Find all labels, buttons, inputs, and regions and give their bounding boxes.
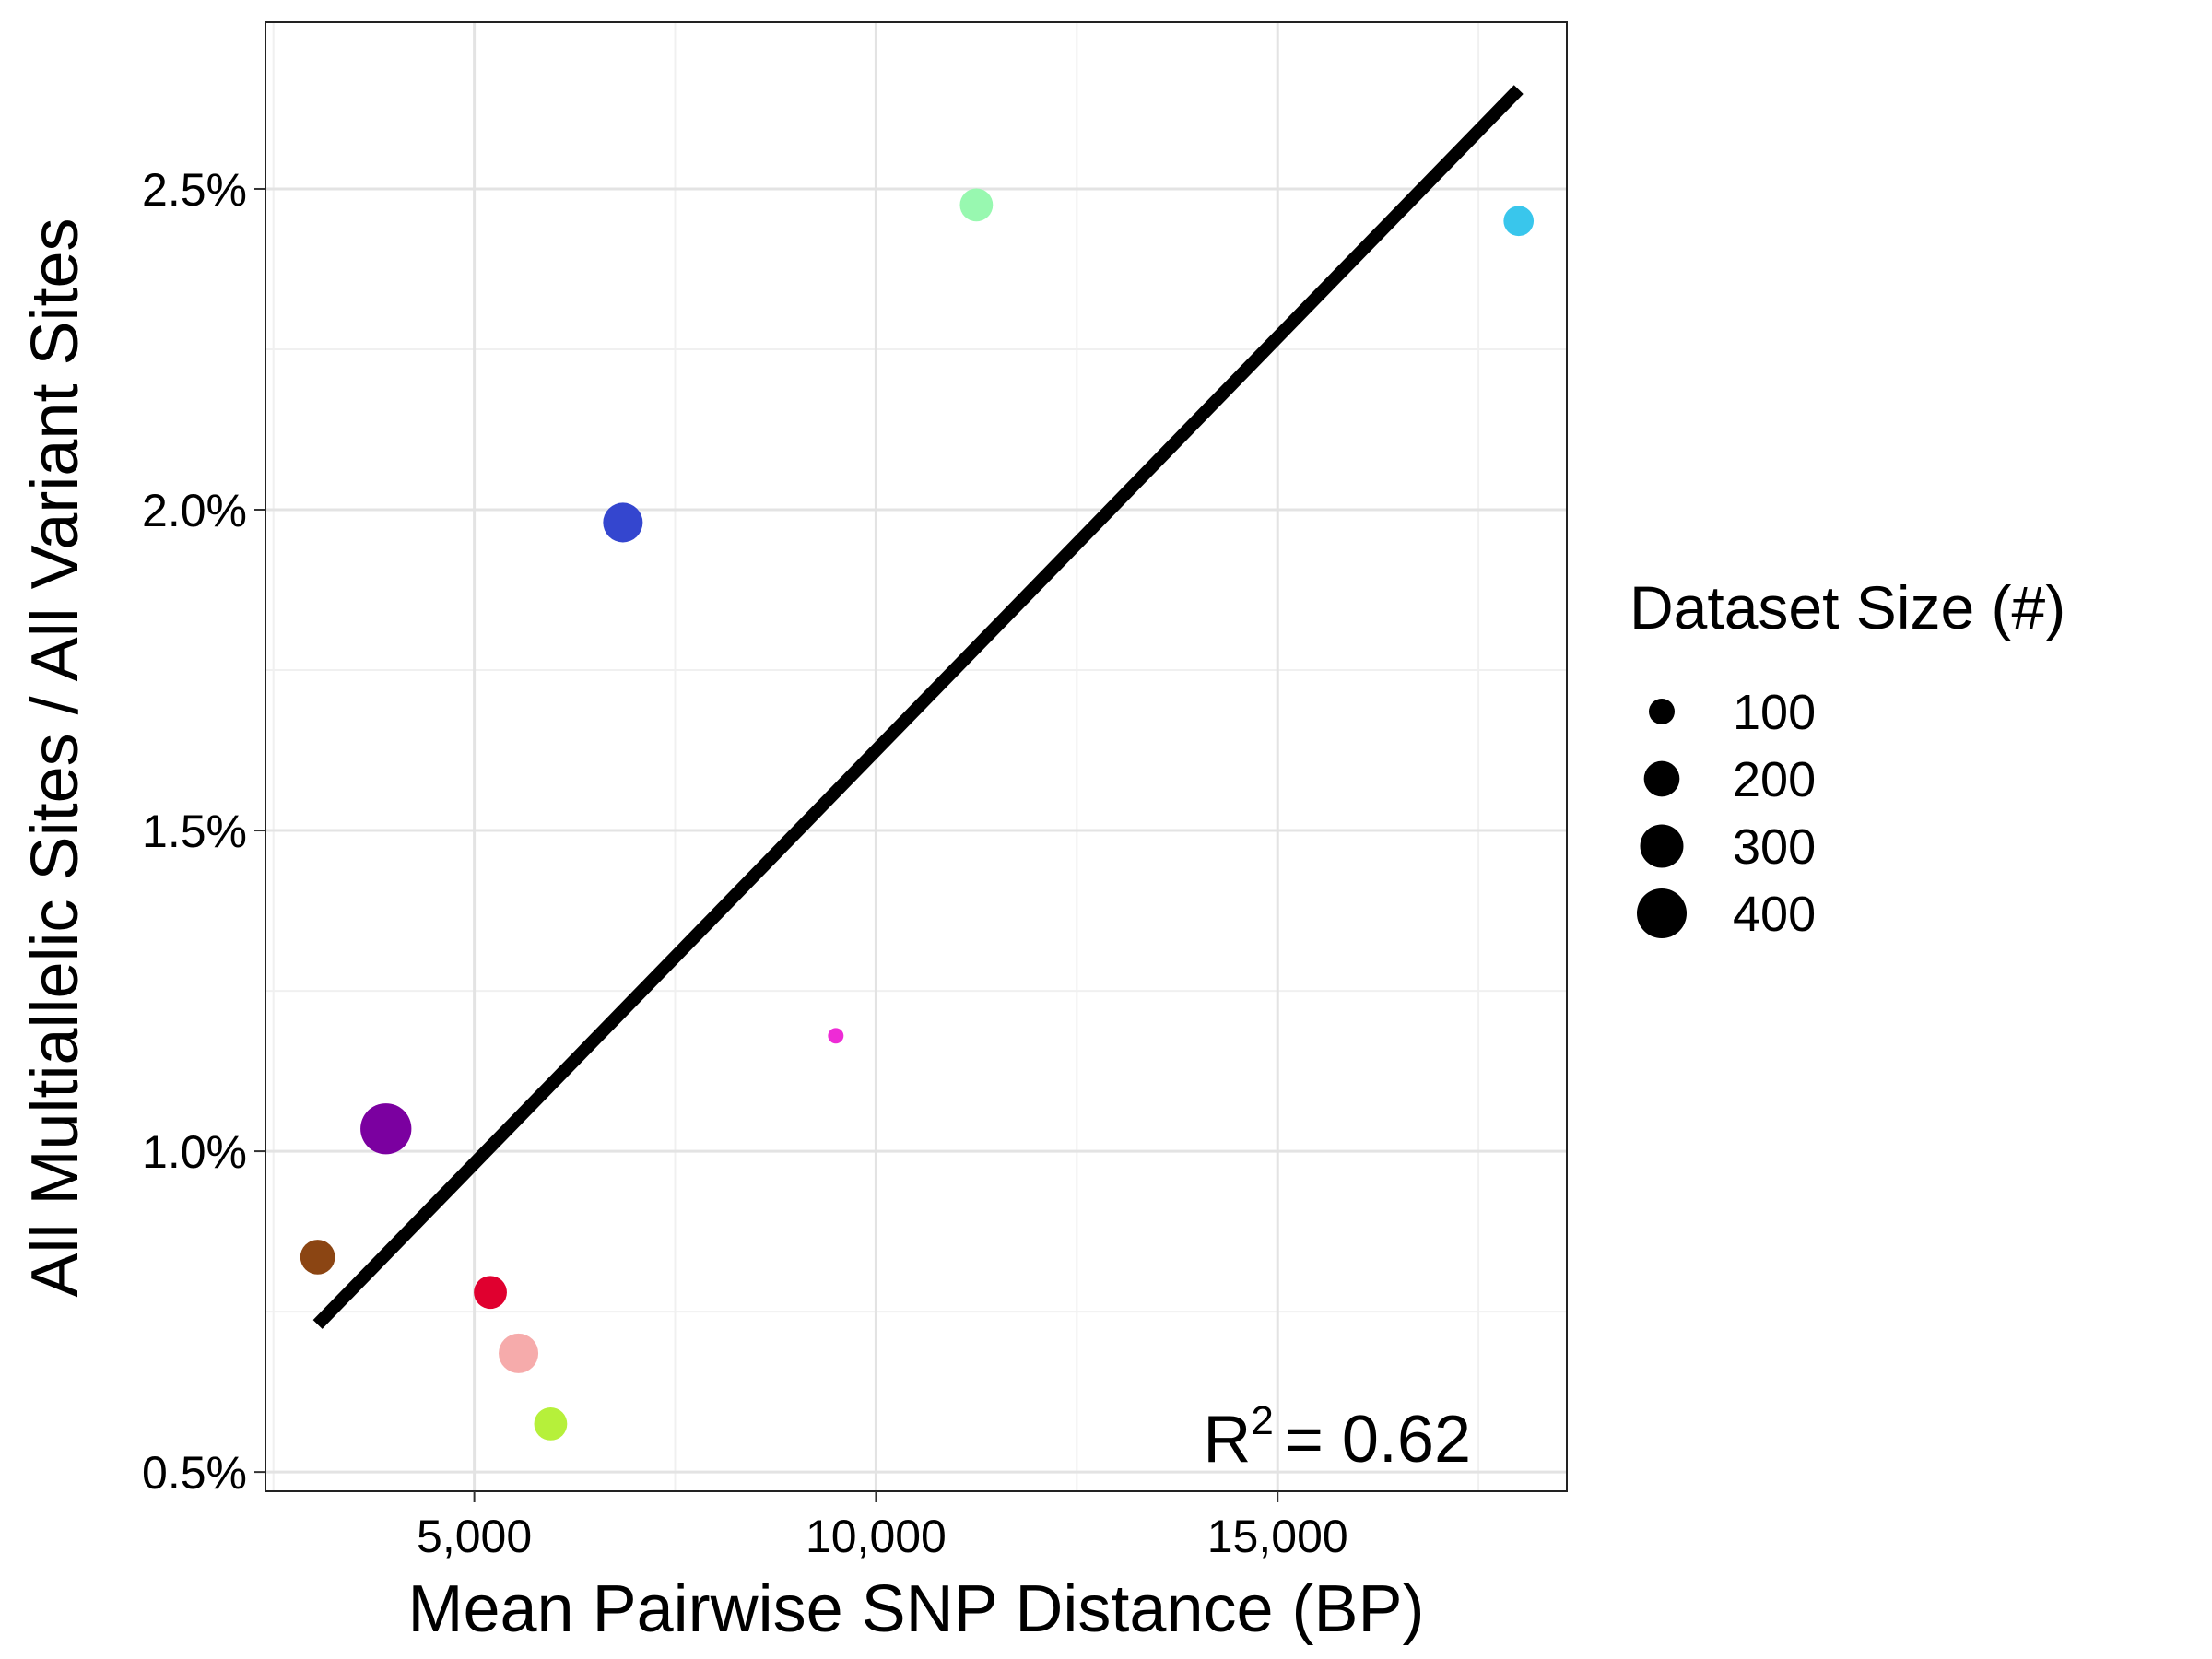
r-squared-exponent: 2 bbox=[1251, 1398, 1273, 1443]
panel-border bbox=[265, 21, 1568, 1492]
y-tick-label: 2.0% bbox=[142, 485, 247, 536]
regression-line bbox=[312, 85, 1524, 1329]
legend-size-swatch bbox=[1649, 699, 1675, 724]
data-point bbox=[603, 502, 643, 543]
legend-items: 100 200 300 400 bbox=[1637, 685, 1816, 942]
plot-panel bbox=[265, 21, 1568, 1492]
data-point bbox=[1503, 206, 1535, 237]
y-tick-label: 1.0% bbox=[142, 1126, 247, 1178]
legend-label: 300 bbox=[1733, 819, 1816, 875]
x-tick-label: 15,000 bbox=[1207, 1511, 1348, 1562]
y-tick-label: 0.5% bbox=[142, 1447, 247, 1499]
legend-size-swatch bbox=[1637, 888, 1687, 938]
y-tick-label: 2.5% bbox=[142, 164, 247, 216]
minor-gridlines bbox=[265, 22, 1567, 1491]
data-point bbox=[499, 1333, 539, 1373]
data-point bbox=[360, 1103, 412, 1155]
y-tick-label: 1.5% bbox=[142, 806, 247, 857]
fit-line-group bbox=[312, 85, 1524, 1329]
legend-label: 100 bbox=[1733, 685, 1816, 740]
legend-size-swatch bbox=[1640, 824, 1684, 868]
data-point bbox=[474, 1276, 507, 1310]
data-point bbox=[828, 1028, 844, 1044]
data-point bbox=[534, 1407, 568, 1441]
legend-title: Dataset Size (#) bbox=[1630, 573, 2065, 641]
data-point bbox=[959, 188, 994, 222]
y-axis-title: All Multiallelic Sites / All Variant Sit… bbox=[18, 218, 92, 1297]
x-tick-label: 10,000 bbox=[806, 1511, 947, 1562]
data-points bbox=[300, 188, 1535, 1441]
data-point bbox=[300, 1240, 335, 1275]
r-squared-annotation: R2 = 0.62 bbox=[1203, 1398, 1471, 1477]
svg-text:R2= 0.62: R2 = 0.62 bbox=[1203, 1398, 1471, 1477]
legend-label: 400 bbox=[1733, 887, 1816, 942]
size-legend: Dataset Size (#) 100 200 300 400 bbox=[1630, 573, 2065, 942]
legend-size-swatch bbox=[1643, 760, 1680, 797]
r-squared-value: = 0.62 bbox=[1285, 1403, 1471, 1477]
x-axis-ticks: 5,000 10,000 15,000 bbox=[417, 1491, 1348, 1562]
r-squared-symbol: R bbox=[1203, 1403, 1251, 1477]
y-axis-ticks: 0.5% 1.0% 1.5% 2.0% 2.5% bbox=[142, 164, 265, 1499]
x-axis-title: Mean Pairwise SNP Distance (BP) bbox=[407, 1572, 1424, 1646]
legend-label: 200 bbox=[1733, 752, 1816, 807]
x-tick-label: 5,000 bbox=[417, 1511, 532, 1562]
